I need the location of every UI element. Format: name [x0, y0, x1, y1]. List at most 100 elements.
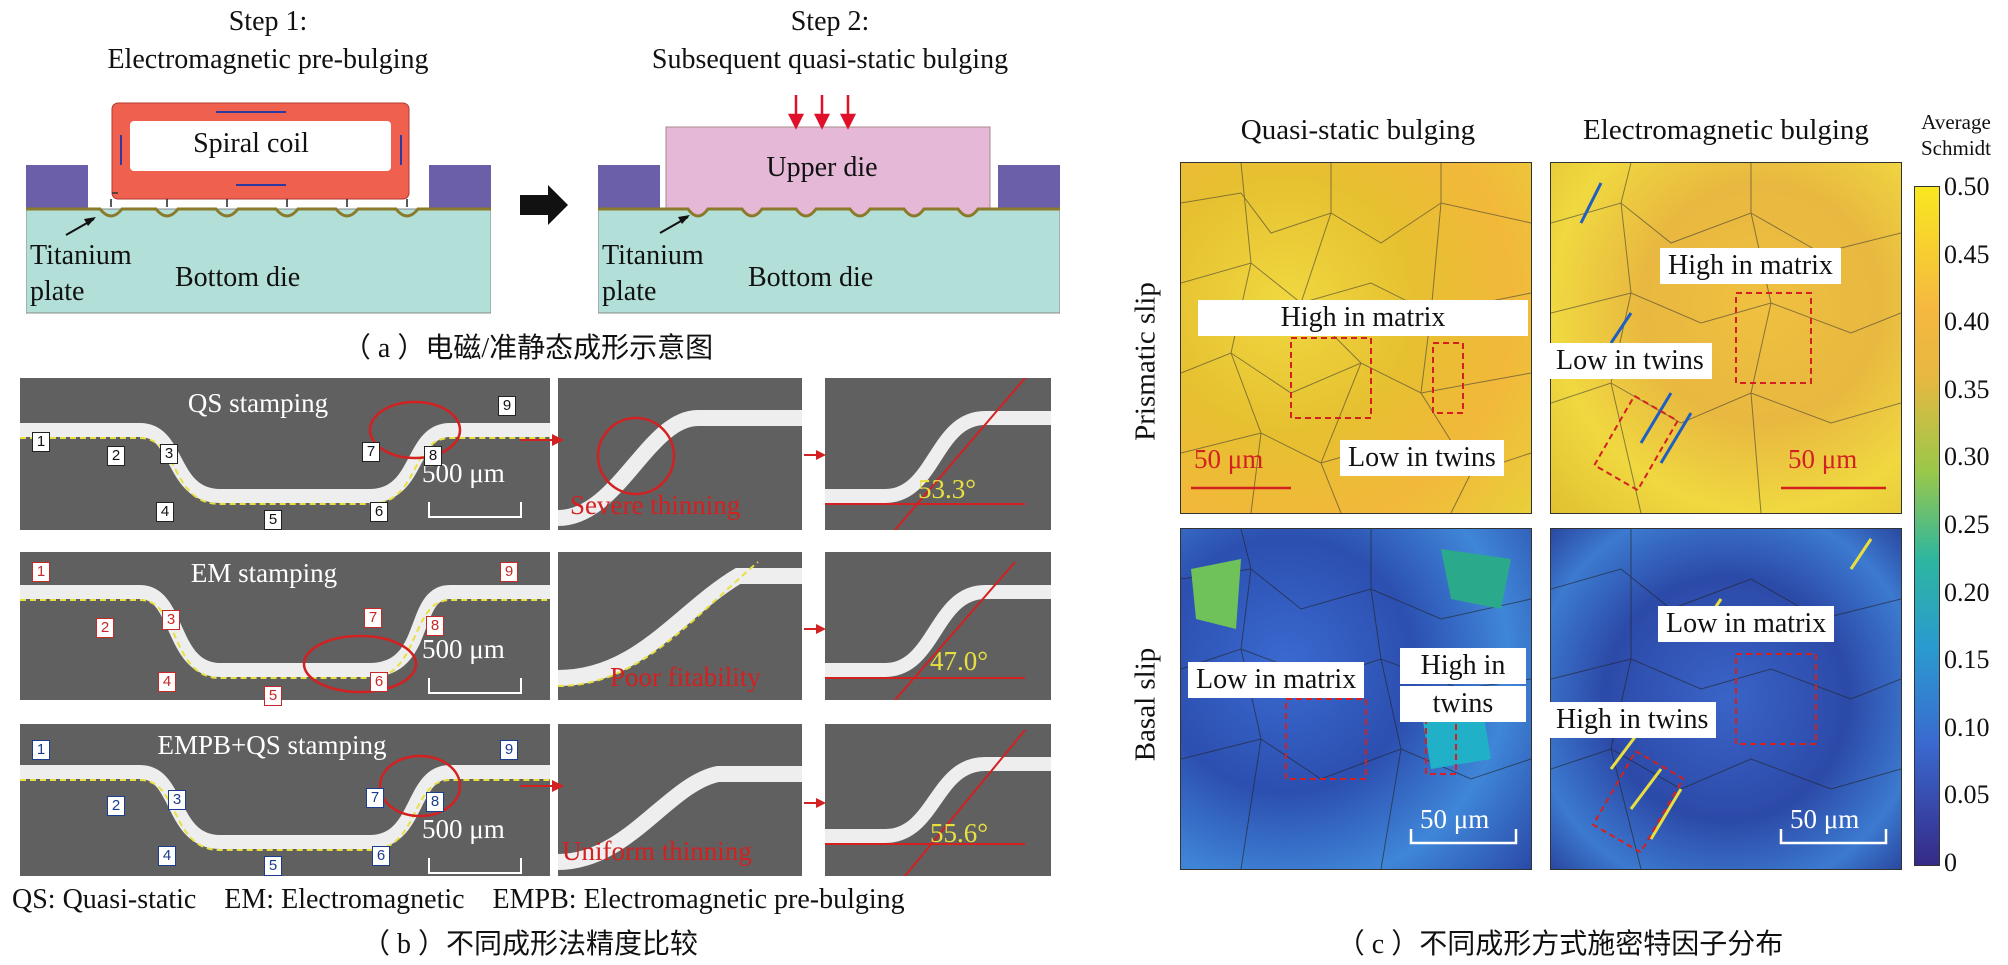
bl-high-in: High in — [1400, 648, 1526, 684]
bottom-die-label-step2: Bottom die — [748, 262, 874, 293]
angle-em — [825, 552, 1051, 700]
em-scale-bar — [428, 678, 522, 694]
em-note: Poor fitability — [610, 662, 761, 692]
em-angle: 47.0° — [930, 646, 989, 676]
marker-6: 6 — [372, 846, 390, 866]
bottom-die-label-step1: Bottom die — [175, 262, 301, 293]
marker-8: 8 — [424, 446, 442, 466]
colorbar-title-1: Average — [1921, 110, 1991, 134]
empb-note: Uniform thinning — [562, 836, 752, 866]
col-header-qs: Quasi-static bulging — [1240, 114, 1476, 146]
tick-0.30: 0.30 — [1944, 442, 1990, 471]
marker-1: 1 — [32, 562, 50, 582]
br-scale: 50 μm — [1790, 804, 1860, 834]
plate-label-step1: plate — [30, 276, 85, 307]
step2-schematic — [598, 95, 1060, 314]
marker-2: 2 — [96, 618, 114, 638]
col-header-em: Electromagnetic bulging — [1583, 114, 1869, 146]
marker-9: 9 — [498, 396, 516, 416]
zoom-empb — [558, 724, 802, 876]
marker-8: 8 — [426, 792, 444, 812]
tr-high-in-matrix: High in matrix — [1660, 248, 1841, 284]
zoom-em — [558, 552, 802, 700]
marker-6: 6 — [370, 502, 388, 522]
marker-7: 7 — [362, 442, 380, 462]
marker-7: 7 — [366, 788, 384, 808]
arrow-icon — [804, 450, 826, 460]
empb-scale-bar — [428, 858, 522, 874]
qs-scale-bar — [428, 502, 522, 518]
arrow-icon — [520, 434, 564, 446]
marker-4: 4 — [158, 846, 176, 866]
tl-low-in-twins: Low in twins — [1340, 440, 1504, 476]
spiral-coil-label: Spiral coil — [193, 128, 309, 159]
em-scale-label: 500 μm — [422, 634, 505, 664]
marker-5: 5 — [264, 856, 282, 876]
step1-title: Step 1: — [228, 6, 308, 37]
em-row-title: EM stamping — [190, 558, 338, 588]
br-high-in-twins: High in twins — [1548, 702, 1717, 738]
empb-row-title: EMPB+QS stamping — [157, 730, 387, 760]
zoom-qs — [558, 378, 802, 530]
panel-a-caption: （ a ）电磁/准静态成形示意图 — [342, 333, 714, 364]
arrow-icon — [804, 624, 826, 634]
marker-8: 8 — [426, 616, 444, 636]
panel-b-caption: （ b ）不同成形法精度比较 — [361, 929, 699, 960]
tick-0.20: 0.20 — [1944, 578, 1990, 607]
marker-5: 5 — [264, 686, 282, 706]
br-low-in-matrix: Low in matrix — [1658, 606, 1835, 642]
qs-note: Severe thinning — [570, 490, 741, 520]
marker-3: 3 — [168, 790, 186, 810]
marker-1: 1 — [32, 740, 50, 760]
ebsd-em-basal — [1550, 528, 1902, 870]
marker-5: 5 — [264, 510, 282, 530]
panel-b-legend: QS: Quasi-static EM: Electromagnetic EMP… — [12, 884, 905, 915]
arrow-icon — [804, 798, 826, 808]
tick-0.45: 0.45 — [1944, 240, 1990, 269]
marker-9: 9 — [500, 740, 518, 760]
marker-7: 7 — [364, 608, 382, 628]
marker-2: 2 — [107, 446, 125, 466]
bl-low-in-matrix: Low in matrix — [1188, 662, 1365, 698]
upper-die-label: Upper die — [766, 152, 878, 183]
angle-empb — [825, 724, 1051, 876]
marker-4: 4 — [156, 502, 174, 522]
tick-0: 0 — [1944, 848, 1957, 877]
tick-0.10: 0.10 — [1944, 713, 1990, 742]
bl-twins: twins — [1400, 686, 1526, 722]
tick-0.25: 0.25 — [1944, 510, 1990, 539]
row-header-basal: Basal slip — [1129, 647, 1162, 762]
angle-qs — [825, 378, 1051, 530]
marker-4: 4 — [158, 672, 176, 692]
colorbar-title-2: Schmidt — [1920, 136, 1992, 160]
colorbar — [1914, 186, 1940, 866]
panel-c-caption: （ c ）不同成形方式施密特因子分布 — [1336, 929, 1784, 960]
marker-1: 1 — [32, 432, 50, 452]
tick-0.50: 0.50 — [1944, 172, 1990, 201]
next-step-arrow-icon — [520, 185, 568, 225]
tl-scale: 50 μm — [1194, 444, 1264, 474]
bl-scale: 50 μm — [1420, 804, 1490, 834]
step2-title: Step 2: — [790, 6, 870, 37]
tr-low-in-twins: Low in twins — [1548, 343, 1712, 379]
qs-row-title: QS stamping — [187, 388, 329, 418]
marker-3: 3 — [162, 610, 180, 630]
tick-0.40: 0.40 — [1944, 307, 1990, 336]
step1-schematic — [26, 102, 491, 314]
tick-0.05: 0.05 — [1944, 780, 1990, 809]
tick-0.35: 0.35 — [1944, 375, 1990, 404]
empb-angle: 55.6° — [930, 818, 989, 848]
step2-subtitle: Subsequent quasi-static bulging — [651, 44, 1009, 75]
row-header-prismatic: Prismatic slip — [1129, 282, 1162, 441]
titanium-label-step1: Titanium — [30, 240, 132, 271]
marker-2: 2 — [107, 796, 125, 816]
qs-angle: 53.3° — [918, 474, 977, 504]
tr-scale: 50 μm — [1788, 444, 1858, 474]
empb-scale-label: 500 μm — [422, 814, 505, 844]
arrow-icon — [520, 780, 564, 792]
marker-3: 3 — [160, 444, 178, 464]
tick-0.15: 0.15 — [1944, 645, 1990, 674]
tl-high-in-matrix: High in matrix — [1198, 300, 1528, 336]
ebsd-em-prismatic — [1550, 162, 1902, 514]
titanium-label-step2: Titanium — [602, 240, 704, 271]
